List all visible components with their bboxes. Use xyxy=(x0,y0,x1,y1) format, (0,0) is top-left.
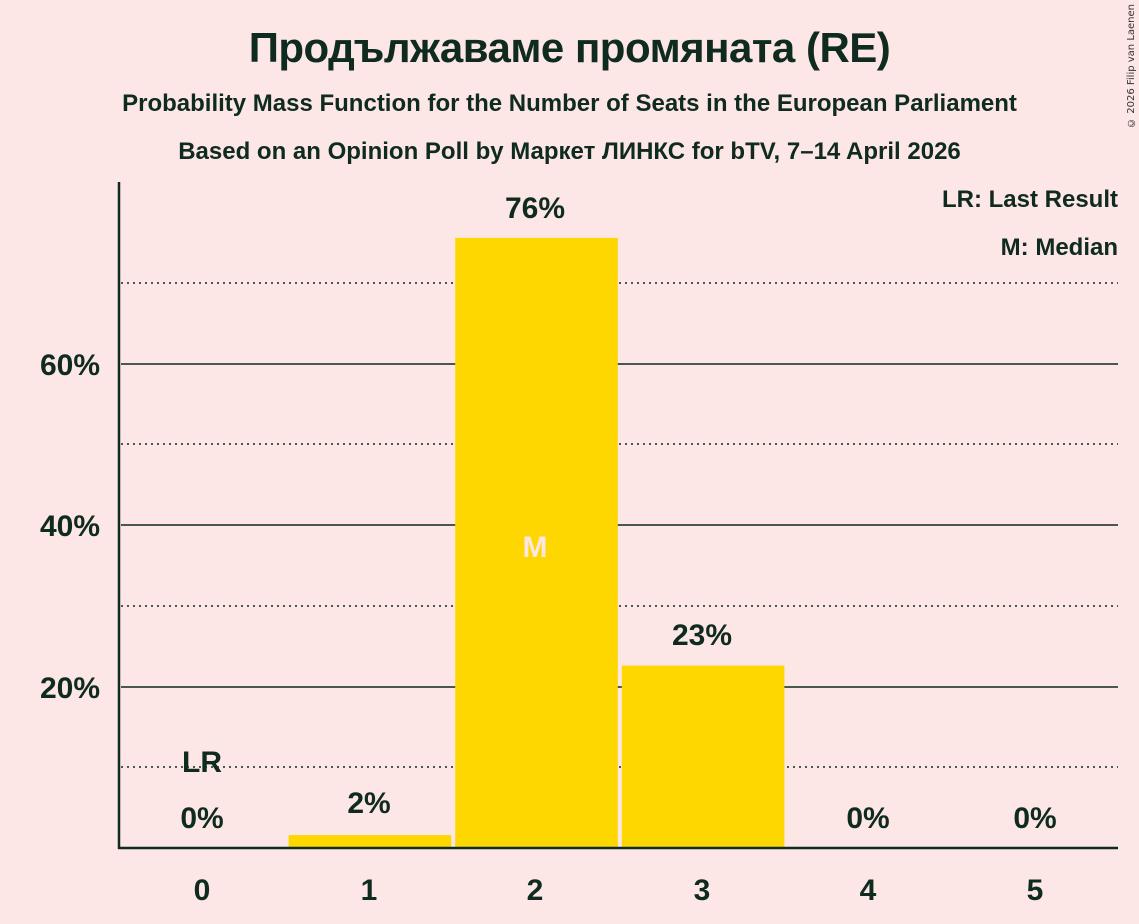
bar-value-label-2: 76% xyxy=(505,192,565,225)
x-tick-3: 3 xyxy=(694,874,711,907)
bar-seats-1 xyxy=(288,835,452,848)
y-tick-20: 20% xyxy=(40,672,100,705)
major-gridlines xyxy=(121,363,1118,688)
chart-title: Продължаваме промяната (RE) xyxy=(248,24,891,71)
chart-subtitle: Probability Mass Function for the Number… xyxy=(122,90,1017,117)
minor-gridlines xyxy=(121,282,1118,768)
bar-seats-2 xyxy=(455,237,618,848)
x-tick-0: 0 xyxy=(194,874,211,907)
legend-last-result: LR: Last Result xyxy=(941,186,1118,213)
y-tick-60: 60% xyxy=(40,349,100,382)
bar-value-label-0: 0% xyxy=(180,802,223,835)
last-result-marker: LR xyxy=(182,746,222,779)
chart-source: Based on an Opinion Poll by Маркет ЛИНКС… xyxy=(178,138,961,165)
bar-value-label-5: 0% xyxy=(1013,802,1056,835)
bar-value-label-3: 23% xyxy=(672,619,732,652)
bar-value-label-1: 2% xyxy=(347,787,390,820)
bar-value-label-4: 0% xyxy=(846,802,889,835)
bars xyxy=(288,237,785,848)
bar-seats-3 xyxy=(621,665,785,848)
legend-median: M: Median xyxy=(1000,234,1118,261)
x-tick-4: 4 xyxy=(860,874,877,907)
x-tick-1: 1 xyxy=(361,874,378,907)
y-tick-40: 40% xyxy=(40,510,100,543)
x-tick-2: 2 xyxy=(527,874,544,907)
x-tick-5: 5 xyxy=(1027,874,1044,907)
median-marker: M xyxy=(523,531,548,564)
